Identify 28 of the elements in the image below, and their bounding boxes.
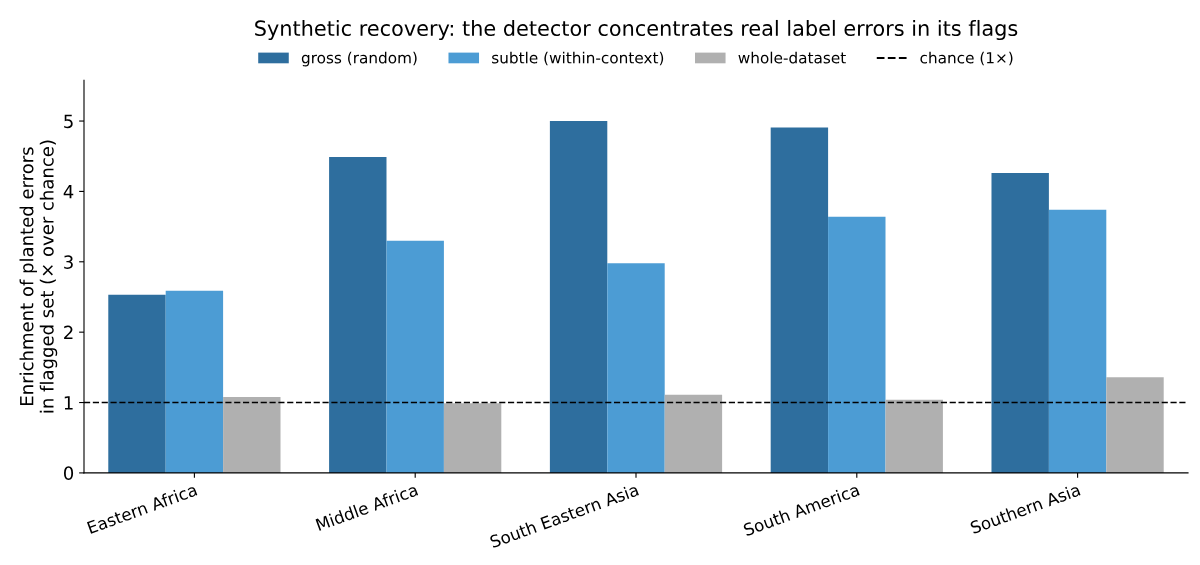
bar	[165, 290, 224, 473]
y-tick-label: 1	[64, 396, 73, 410]
bar	[828, 216, 886, 473]
bar	[664, 394, 723, 473]
bar	[223, 396, 281, 473]
legend-label: gross (random)	[301, 51, 417, 67]
y-tick-label: 5	[64, 114, 73, 129]
bar	[1048, 209, 1107, 473]
bar	[443, 403, 502, 473]
bar	[607, 263, 665, 473]
bar	[549, 121, 608, 473]
bar	[991, 173, 1049, 473]
legend-label: chance (1×)	[920, 51, 1013, 66]
y-tick-label: 3	[64, 255, 73, 269]
legend-label: whole-dataset	[738, 51, 846, 64]
y-axis-title: Enrichment of planted errors in flagged set (× over chance)	[19, 140, 58, 413]
bar	[108, 294, 166, 473]
bar	[386, 240, 444, 473]
bar	[885, 399, 943, 473]
y-tick-label: 0	[63, 466, 74, 481]
bar	[770, 127, 829, 473]
y-tick-label: 4	[63, 185, 74, 199]
y-tick-label: 2	[64, 325, 73, 340]
bar	[1106, 377, 1164, 473]
bar	[329, 156, 387, 473]
chart-title: Synthetic recovery: the detector concentrates real label errors in its flags	[255, 19, 1018, 41]
x-tick-label: Middle Africa	[315, 483, 419, 532]
legend-label: subtle (within-context)	[492, 51, 664, 66]
